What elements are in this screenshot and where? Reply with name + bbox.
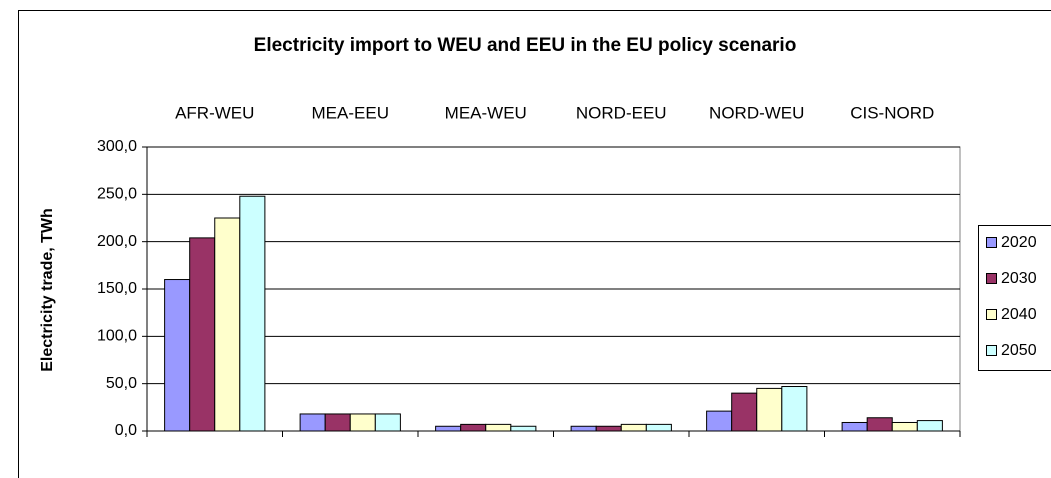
bar	[706, 410, 733, 432]
bar	[595, 425, 622, 432]
bar	[510, 425, 537, 432]
bar	[916, 420, 943, 432]
chart-title: Electricity import to WEU and EEU in the…	[254, 35, 797, 56]
bar	[189, 237, 216, 432]
bar	[620, 423, 647, 432]
bar	[214, 217, 241, 432]
bar	[164, 279, 191, 432]
category-label: MEA-WEU	[445, 103, 527, 122]
bar	[435, 425, 462, 432]
bar	[570, 425, 597, 432]
bar	[841, 421, 868, 432]
y-tick-label: 100,0	[97, 328, 137, 345]
legend-label: 2030	[1001, 270, 1037, 287]
bar	[349, 413, 376, 432]
bar	[460, 423, 487, 432]
legend-label: 2020	[1001, 234, 1037, 251]
category-label: NORD-EEU	[576, 103, 667, 122]
y-tick-label: 200,0	[97, 233, 137, 250]
legend-swatch	[986, 345, 997, 356]
legend-label: 2050	[1001, 342, 1037, 359]
bar	[299, 413, 326, 432]
bar	[239, 195, 266, 432]
bar	[485, 423, 512, 432]
legend-swatch	[986, 237, 997, 248]
legend-swatch	[986, 309, 997, 320]
bar	[891, 421, 918, 432]
category-label: NORD-WEU	[709, 103, 804, 122]
bar	[756, 387, 783, 432]
category-label: MEA-EEU	[312, 103, 389, 122]
y-tick-label: 0,0	[115, 422, 137, 439]
bar	[866, 417, 893, 432]
category-label: CIS-NORD	[850, 103, 934, 122]
bar	[374, 413, 401, 432]
legend: 2020 2030 2040 2050	[978, 225, 1051, 371]
bar	[731, 392, 758, 432]
y-tick-label: 50,0	[106, 375, 137, 392]
category-label: AFR-WEU	[175, 103, 254, 122]
y-tick-label: 250,0	[97, 186, 137, 203]
legend-swatch	[986, 273, 997, 284]
y-tick-label: 150,0	[97, 280, 137, 297]
y-axis-label: Electricity trade, TWh	[39, 208, 56, 372]
y-tick-label: 300,0	[97, 138, 137, 155]
bar	[781, 386, 808, 432]
bar	[645, 423, 672, 432]
bar	[324, 413, 351, 432]
legend-label: 2040	[1001, 306, 1037, 323]
